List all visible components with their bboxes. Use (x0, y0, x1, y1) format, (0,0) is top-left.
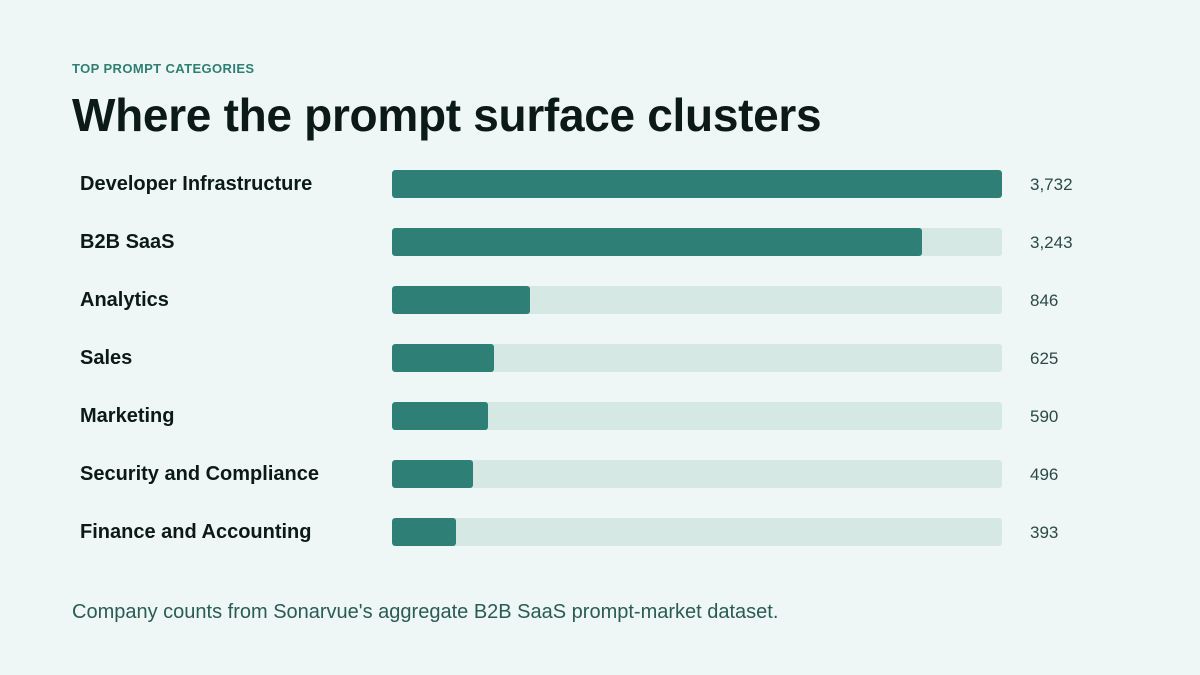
source-footnote: Company counts from Sonarvue's aggregate… (72, 601, 779, 623)
value-label: 496 (1030, 465, 1059, 484)
value-label: 393 (1030, 523, 1059, 542)
bar (392, 286, 530, 314)
bar-row: Developer Infrastructure 3,732 (0, 170, 1200, 198)
bar-track (392, 402, 1002, 430)
bar-row: Marketing 590 (0, 402, 1200, 430)
value-label: 3,732 (1030, 175, 1073, 194)
bar-row: Analytics 846 (0, 286, 1200, 314)
bar (392, 344, 494, 372)
bar-track (392, 228, 1002, 256)
category-label: Analytics (80, 289, 169, 311)
bar (392, 170, 1002, 198)
value-label: 625 (1030, 349, 1059, 368)
category-label: B2B SaaS (80, 231, 175, 253)
bar-track (392, 170, 1002, 198)
bar-track (392, 344, 1002, 372)
category-label: Security and Compliance (80, 463, 319, 485)
bar (392, 228, 922, 256)
bar-track (392, 286, 1002, 314)
value-label: 590 (1030, 407, 1059, 426)
category-label: Finance and Accounting (80, 521, 312, 543)
bar (392, 402, 488, 430)
eyebrow-label: TOP PROMPT CATEGORIES (72, 61, 255, 76)
bar-row: Sales 625 (0, 344, 1200, 372)
bar-row: Finance and Accounting 393 (0, 518, 1200, 546)
bar-track (392, 518, 1002, 546)
bar (392, 518, 456, 546)
chart-title: Where the prompt surface clusters (72, 89, 822, 141)
bar-row: Security and Compliance 496 (0, 460, 1200, 488)
value-label: 3,243 (1030, 233, 1073, 252)
bar-row: B2B SaaS 3,243 (0, 228, 1200, 256)
bar-track (392, 460, 1002, 488)
value-label: 846 (1030, 291, 1059, 310)
bar (392, 460, 473, 488)
category-label: Sales (80, 347, 133, 369)
category-label: Marketing (80, 405, 175, 427)
category-label: Developer Infrastructure (80, 173, 313, 195)
